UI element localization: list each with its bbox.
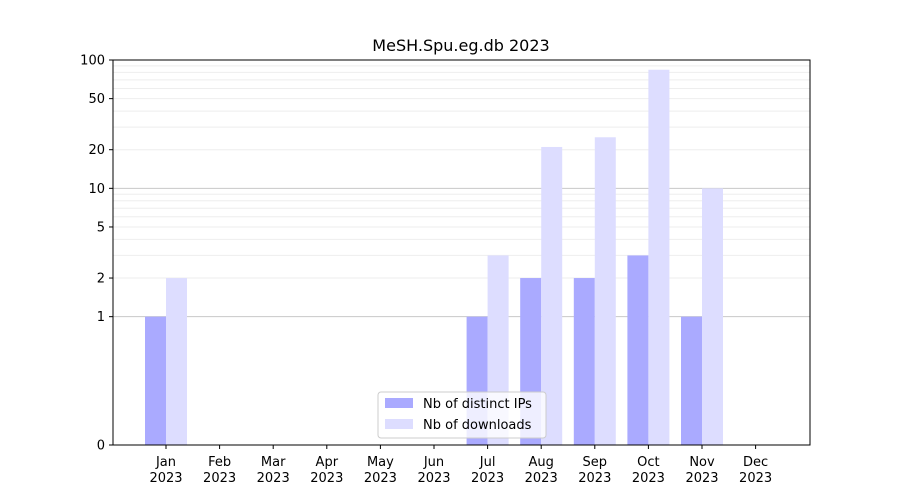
bar-downloads	[594, 137, 616, 446]
chart-title: MeSH.Spu.eg.db 2023	[372, 36, 549, 55]
legend-swatch-downloads	[385, 419, 413, 429]
bar-distinct-ips	[573, 278, 595, 445]
x-tick-label: Feb 2023	[203, 455, 236, 486]
bar-distinct-ips	[627, 255, 649, 445]
y-tick-label: 0	[97, 439, 105, 454]
x-tick-label: Apr 2023	[310, 455, 343, 486]
grid-lines	[113, 65, 810, 318]
x-tick-label: Dec 2023	[739, 455, 772, 486]
bar-distinct-ips	[681, 316, 702, 445]
x-tick-label: Sep 2023	[578, 455, 611, 486]
y-tick-label: 100	[80, 54, 105, 69]
y-tick-label: 5	[97, 220, 105, 235]
bar-downloads	[648, 69, 670, 445]
x-tick-label: May 2023	[364, 455, 397, 486]
legend-swatch-distinct-ips	[385, 398, 413, 408]
x-tick-label: Nov 2023	[685, 455, 718, 486]
bar-downloads	[702, 188, 723, 446]
plot-area-frame	[112, 59, 811, 446]
y-tick-label: 2	[97, 272, 105, 287]
x-tick-label: Jun 2023	[417, 455, 450, 486]
y-axis: 0 1 2 5 10 20 50 100	[80, 54, 113, 454]
x-tick-label: Jul 2023	[471, 455, 504, 486]
y-tick-label: 10	[88, 182, 105, 197]
x-axis: Jan 2023 Feb 2023 Mar 2023 Apr 2023 May 2023 Jun 20…	[149, 445, 772, 486]
x-tick-label: Mar 2023	[257, 455, 290, 486]
x-tick-label: Aug 2023	[525, 455, 558, 486]
y-tick-label: 50	[88, 92, 105, 107]
bar-downloads	[166, 278, 187, 445]
x-tick-label: Jan 2023	[149, 455, 182, 486]
legend-frame	[377, 391, 547, 439]
legend: Nb of distinct IPs Nb of downloads	[377, 391, 547, 439]
bar-downloads	[541, 146, 563, 445]
legend-label-downloads: Nb of downloads	[423, 418, 532, 433]
y-tick-label: 20	[88, 143, 105, 158]
legend-label-distinct-ips: Nb of distinct IPs	[423, 397, 532, 412]
bar-distinct-ips	[145, 316, 166, 445]
x-tick-label: Oct 2023	[632, 455, 665, 486]
y-tick-label: 1	[97, 310, 105, 325]
